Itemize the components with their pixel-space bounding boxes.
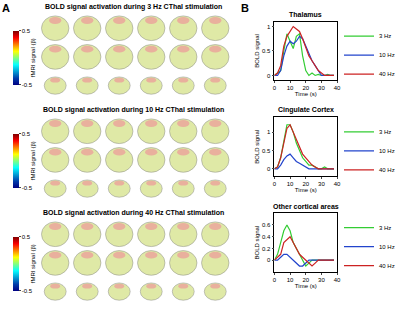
svg-text:1: 1 <box>267 129 271 135</box>
svg-text:20: 20 <box>302 277 309 283</box>
svg-text:0.5: 0.5 <box>22 131 31 137</box>
svg-text:30: 30 <box>318 181 325 187</box>
svg-text:10: 10 <box>287 85 294 91</box>
svg-text:BOLD signal: BOLD signal <box>254 226 260 260</box>
svg-text:fMRI signal (β): fMRI signal (β) <box>30 244 36 283</box>
svg-text:0: 0 <box>267 257 271 263</box>
svg-text:-0.5: -0.5 <box>22 288 33 294</box>
svg-text:40: 40 <box>334 277 341 283</box>
svg-text:40 Hz: 40 Hz <box>379 167 395 173</box>
svg-text:BOLD signal activation during: BOLD signal activation during 10 Hz CTha… <box>43 106 224 114</box>
svg-text:0.5: 0.5 <box>22 28 31 34</box>
svg-text:20: 20 <box>302 181 309 187</box>
svg-text:10 Hz: 10 Hz <box>379 244 395 250</box>
svg-text:fMRI signal (β): fMRI signal (β) <box>30 38 36 77</box>
svg-text:40 Hz: 40 Hz <box>379 263 395 269</box>
svg-text:0: 0 <box>267 73 271 79</box>
svg-text:0.2: 0.2 <box>262 246 271 252</box>
svg-text:10: 10 <box>287 277 294 283</box>
svg-text:3 Hz: 3 Hz <box>379 129 391 135</box>
svg-text:0.5: 0.5 <box>262 148 271 154</box>
svg-text:0.5: 0.5 <box>262 48 271 54</box>
svg-text:3 Hz: 3 Hz <box>379 33 391 39</box>
svg-text:10: 10 <box>287 181 294 187</box>
svg-text:30: 30 <box>318 85 325 91</box>
svg-text:0: 0 <box>273 181 277 187</box>
svg-text:0.4: 0.4 <box>262 234 271 240</box>
svg-text:0.6: 0.6 <box>262 222 271 228</box>
svg-text:B: B <box>241 2 249 14</box>
svg-text:20: 20 <box>302 85 309 91</box>
svg-text:40 Hz: 40 Hz <box>379 71 395 77</box>
svg-text:Cingulate Cortex: Cingulate Cortex <box>278 106 334 114</box>
svg-text:Time (s): Time (s) <box>295 91 317 97</box>
svg-text:Time (s): Time (s) <box>295 187 317 193</box>
svg-text:40: 40 <box>334 85 341 91</box>
svg-text:30: 30 <box>318 277 325 283</box>
svg-text:3 Hz: 3 Hz <box>379 225 391 231</box>
svg-text:1: 1 <box>267 24 271 30</box>
svg-text:fMRI signal (β): fMRI signal (β) <box>30 141 36 180</box>
svg-text:-0.5: -0.5 <box>22 185 33 191</box>
svg-text:0: 0 <box>273 277 277 283</box>
svg-text:0: 0 <box>267 166 271 172</box>
svg-text:Time (s): Time (s) <box>295 283 317 289</box>
svg-text:0.5: 0.5 <box>22 234 31 240</box>
svg-text:40: 40 <box>334 181 341 187</box>
svg-text:10 Hz: 10 Hz <box>379 52 395 58</box>
svg-text:BOLD signal activation during: BOLD signal activation during 3 Hz CThal… <box>45 3 222 11</box>
svg-text:Other cortical areas: Other cortical areas <box>273 203 339 210</box>
svg-text:-0.5: -0.5 <box>22 82 33 88</box>
svg-text:BOLD signal activation during: BOLD signal activation during 40 Hz CTha… <box>43 209 224 217</box>
svg-text:BOLD signal: BOLD signal <box>254 130 260 164</box>
svg-text:0: 0 <box>273 85 277 91</box>
svg-text:10 Hz: 10 Hz <box>379 148 395 154</box>
svg-text:A: A <box>2 2 10 14</box>
svg-text:Thalamus: Thalamus <box>289 11 322 18</box>
svg-text:BOLD signal: BOLD signal <box>254 34 260 68</box>
